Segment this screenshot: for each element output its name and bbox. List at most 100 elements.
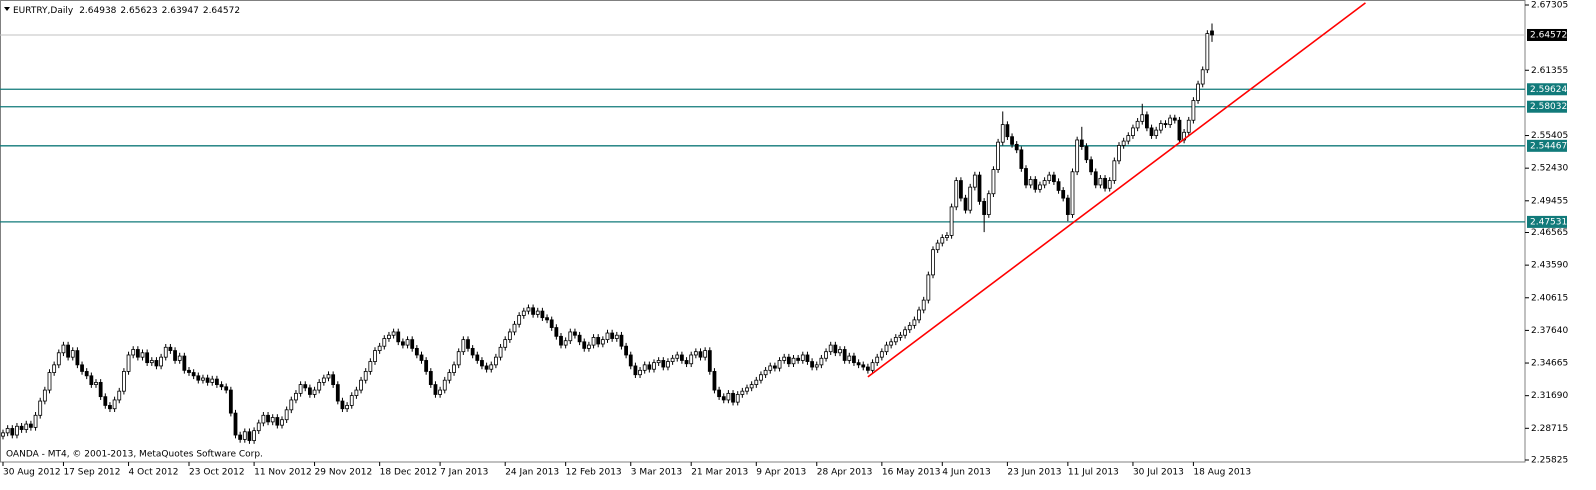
- x-tick-label: 23 Jun 2013: [1007, 468, 1061, 478]
- candle-body: [559, 335, 563, 346]
- y-tick-label: 2.67305: [1531, 1, 1568, 11]
- candle-body: [256, 422, 261, 432]
- candle-body: [735, 394, 740, 403]
- candle-body: [605, 332, 610, 341]
- candle-body: [1061, 190, 1066, 199]
- candle-body: [675, 354, 680, 359]
- candle-body: [201, 377, 205, 381]
- candle-body: [1210, 30, 1214, 36]
- candle-body: [800, 354, 805, 361]
- candle-body: [1126, 135, 1131, 142]
- candle-body: [833, 344, 838, 354]
- candle-body: [670, 357, 675, 362]
- candle-body: [154, 360, 159, 367]
- y-tick-label: 2.61355: [1531, 66, 1568, 76]
- candle-body: [284, 409, 289, 421]
- candle-body: [396, 331, 401, 343]
- candle-body: [921, 299, 926, 311]
- candle-body: [312, 389, 317, 395]
- candle-body: [633, 365, 638, 376]
- candle-body: [145, 352, 150, 364]
- x-tick-label: 17 Sep 2012: [63, 468, 120, 478]
- candle-body: [442, 379, 447, 391]
- candle-body: [363, 371, 368, 381]
- candle-body: [1089, 159, 1093, 173]
- y-tick-label: 2.49455: [1531, 196, 1568, 206]
- candle-body: [1191, 100, 1196, 121]
- candle-body: [912, 319, 917, 326]
- candle-body: [1052, 174, 1056, 183]
- candle-body: [1084, 146, 1089, 161]
- candle-body: [791, 357, 796, 365]
- candle-body: [461, 339, 466, 353]
- candle-body: [949, 206, 954, 236]
- candle-body: [140, 352, 145, 358]
- x-tick-label: 18 Aug 2013: [1193, 468, 1251, 478]
- candle-body: [866, 366, 870, 371]
- level-label-box: [1527, 83, 1567, 96]
- candle-body: [1186, 119, 1191, 133]
- candle-body: [419, 354, 424, 361]
- candle-body: [270, 417, 275, 423]
- level-label: 2.59624: [1530, 85, 1567, 95]
- candle-body: [493, 356, 498, 366]
- candle-body: [373, 350, 377, 362]
- candle-body: [28, 423, 33, 428]
- candle-body: [1098, 177, 1103, 186]
- candle-body: [321, 377, 326, 383]
- candle-body: [512, 323, 517, 333]
- candle-body: [893, 337, 898, 343]
- candle-body: [466, 339, 470, 349]
- candle-body: [810, 361, 814, 368]
- candle-body: [614, 334, 619, 339]
- candle-body: [80, 364, 84, 372]
- candle-body: [1131, 127, 1135, 136]
- candle-body: [177, 355, 182, 361]
- candle-body: [954, 180, 959, 208]
- x-tick-label: 29 Nov 2012: [315, 468, 373, 478]
- candle-body: [47, 372, 52, 391]
- candle-body: [391, 331, 396, 336]
- x-tick-label: 28 Apr 2013: [817, 468, 873, 478]
- y-tick-label: 2.37640: [1531, 326, 1568, 336]
- candle-body: [187, 369, 191, 373]
- candle-body: [298, 384, 303, 394]
- candle-body: [1070, 171, 1075, 215]
- candle-body: [796, 357, 801, 361]
- candle-body: [972, 174, 977, 188]
- candle-body: [447, 372, 452, 381]
- candle-body: [628, 354, 633, 367]
- chart-title: EURTRY,Daily: [13, 6, 74, 16]
- candle-body: [996, 141, 1000, 170]
- candle-body: [261, 414, 266, 424]
- candle-body: [42, 389, 47, 402]
- candles: [1, 23, 1214, 444]
- candle-body: [847, 355, 852, 361]
- candle-body: [870, 362, 875, 371]
- candle-body: [819, 357, 824, 366]
- last-open: 2.64938: [79, 6, 116, 16]
- candle-body: [163, 346, 168, 358]
- candle-body: [224, 386, 229, 391]
- candle-body: [982, 201, 987, 215]
- candle-body: [814, 364, 819, 368]
- candle-body: [66, 344, 70, 358]
- candle-body: [1065, 197, 1070, 215]
- candle-body: [703, 350, 708, 358]
- candle-body: [689, 354, 694, 365]
- x-tick-label: 23 Oct 2012: [189, 468, 245, 478]
- y-tick-label: 2.52430: [1531, 164, 1568, 174]
- candle-body: [24, 423, 29, 430]
- candle-body: [1033, 179, 1038, 190]
- candle-body: [782, 356, 787, 361]
- candle-body: [1158, 123, 1163, 131]
- candle-body: [1, 432, 5, 437]
- candle-body: [38, 400, 43, 416]
- candle-body: [968, 186, 973, 211]
- candle-body: [238, 434, 243, 440]
- copyright-note: OANDA - MT4, © 2001-2013, MetaQuotes Sof…: [6, 450, 263, 460]
- candle-body: [986, 193, 991, 215]
- candle-body: [1121, 140, 1126, 146]
- y-tick-label: 2.25825: [1531, 456, 1568, 466]
- x-tick-label: 11 Nov 2012: [254, 468, 312, 478]
